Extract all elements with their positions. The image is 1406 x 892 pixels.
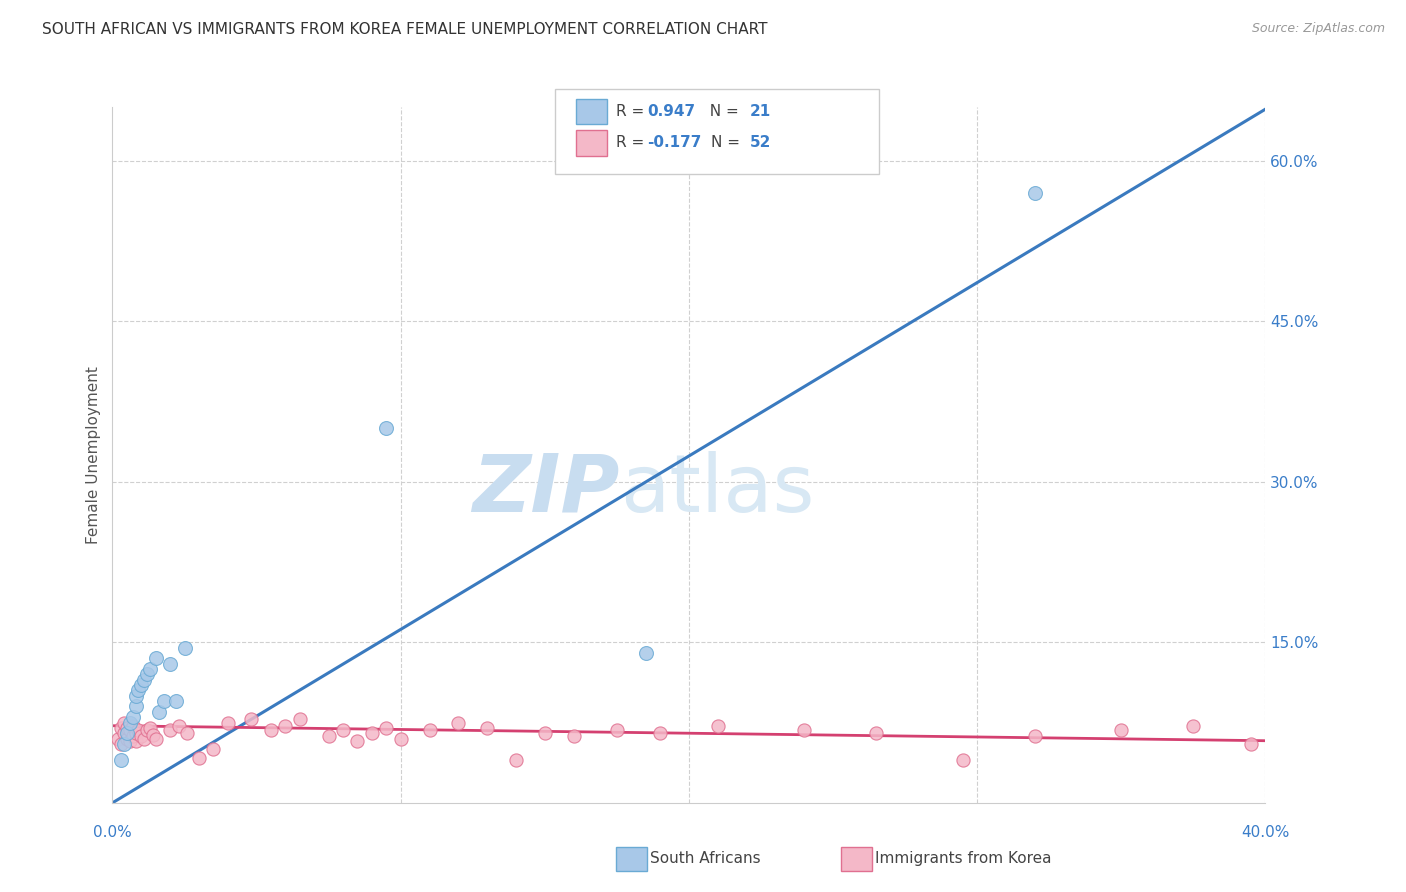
Point — [562, 730, 585, 744]
Point — [112, 715, 135, 730]
Point — [121, 710, 143, 724]
Point — [129, 730, 153, 744]
Point — [375, 721, 398, 735]
Point — [110, 753, 132, 767]
Text: R =: R = — [616, 136, 650, 150]
Point — [202, 742, 225, 756]
Text: South Africans: South Africans — [650, 851, 761, 865]
Point — [165, 694, 187, 708]
Point — [136, 723, 159, 737]
Text: Source: ZipAtlas.com: Source: ZipAtlas.com — [1251, 22, 1385, 36]
Point — [318, 730, 340, 744]
Text: 0.947: 0.947 — [647, 104, 695, 119]
Text: 40.0%: 40.0% — [1241, 825, 1289, 840]
Point — [153, 694, 176, 708]
Text: atlas: atlas — [620, 450, 814, 529]
Point — [188, 751, 211, 765]
Point — [167, 719, 190, 733]
Point — [1024, 186, 1046, 200]
Text: N =: N = — [711, 136, 745, 150]
Point — [148, 705, 170, 719]
Point — [145, 651, 167, 665]
Point — [360, 726, 382, 740]
Text: SOUTH AFRICAN VS IMMIGRANTS FROM KOREA FEMALE UNEMPLOYMENT CORRELATION CHART: SOUTH AFRICAN VS IMMIGRANTS FROM KOREA F… — [42, 22, 768, 37]
Text: ZIP: ZIP — [472, 450, 620, 529]
Point — [142, 728, 165, 742]
Text: 21: 21 — [749, 104, 770, 119]
Text: 52: 52 — [749, 136, 770, 150]
Y-axis label: Female Unemployment: Female Unemployment — [86, 366, 101, 544]
Text: R =: R = — [616, 104, 650, 119]
Point — [159, 657, 181, 671]
Point — [793, 723, 815, 737]
Point — [127, 683, 149, 698]
Point — [706, 719, 728, 733]
Point — [634, 646, 657, 660]
Point — [115, 726, 138, 740]
Point — [124, 689, 146, 703]
Point — [533, 726, 555, 740]
Point — [274, 719, 297, 733]
Point — [124, 733, 146, 747]
Point — [121, 719, 143, 733]
Point — [139, 721, 162, 735]
Point — [346, 733, 368, 747]
Point — [124, 699, 146, 714]
Point — [118, 733, 141, 747]
Point — [332, 723, 354, 737]
Point — [107, 731, 129, 746]
Point — [121, 730, 143, 744]
Point — [134, 673, 156, 687]
Point — [173, 640, 195, 655]
Point — [115, 721, 138, 735]
Point — [389, 731, 412, 746]
Point — [129, 678, 153, 692]
Point — [419, 723, 441, 737]
Point — [124, 726, 146, 740]
Point — [159, 723, 181, 737]
Point — [136, 667, 159, 681]
Point — [606, 723, 628, 737]
Point — [110, 737, 132, 751]
Point — [115, 731, 138, 746]
Point — [648, 726, 672, 740]
Point — [475, 721, 498, 735]
Point — [112, 737, 135, 751]
Point — [217, 715, 239, 730]
Point — [139, 662, 162, 676]
Point — [239, 712, 262, 726]
Point — [112, 726, 135, 740]
Point — [134, 731, 156, 746]
Point — [1240, 737, 1263, 751]
Text: Immigrants from Korea: Immigrants from Korea — [875, 851, 1052, 865]
Point — [127, 723, 149, 737]
Text: N =: N = — [700, 104, 744, 119]
Point — [145, 731, 167, 746]
Point — [288, 712, 311, 726]
Point — [260, 723, 283, 737]
Point — [176, 726, 198, 740]
Text: 0.0%: 0.0% — [93, 825, 132, 840]
Point — [447, 715, 470, 730]
Point — [110, 721, 132, 735]
Point — [1024, 730, 1046, 744]
Text: -0.177: -0.177 — [647, 136, 702, 150]
Point — [375, 421, 398, 435]
Point — [118, 715, 141, 730]
Point — [865, 726, 887, 740]
Point — [505, 753, 527, 767]
Point — [1111, 723, 1133, 737]
Point — [1182, 719, 1205, 733]
Point — [952, 753, 974, 767]
Point — [118, 723, 141, 737]
